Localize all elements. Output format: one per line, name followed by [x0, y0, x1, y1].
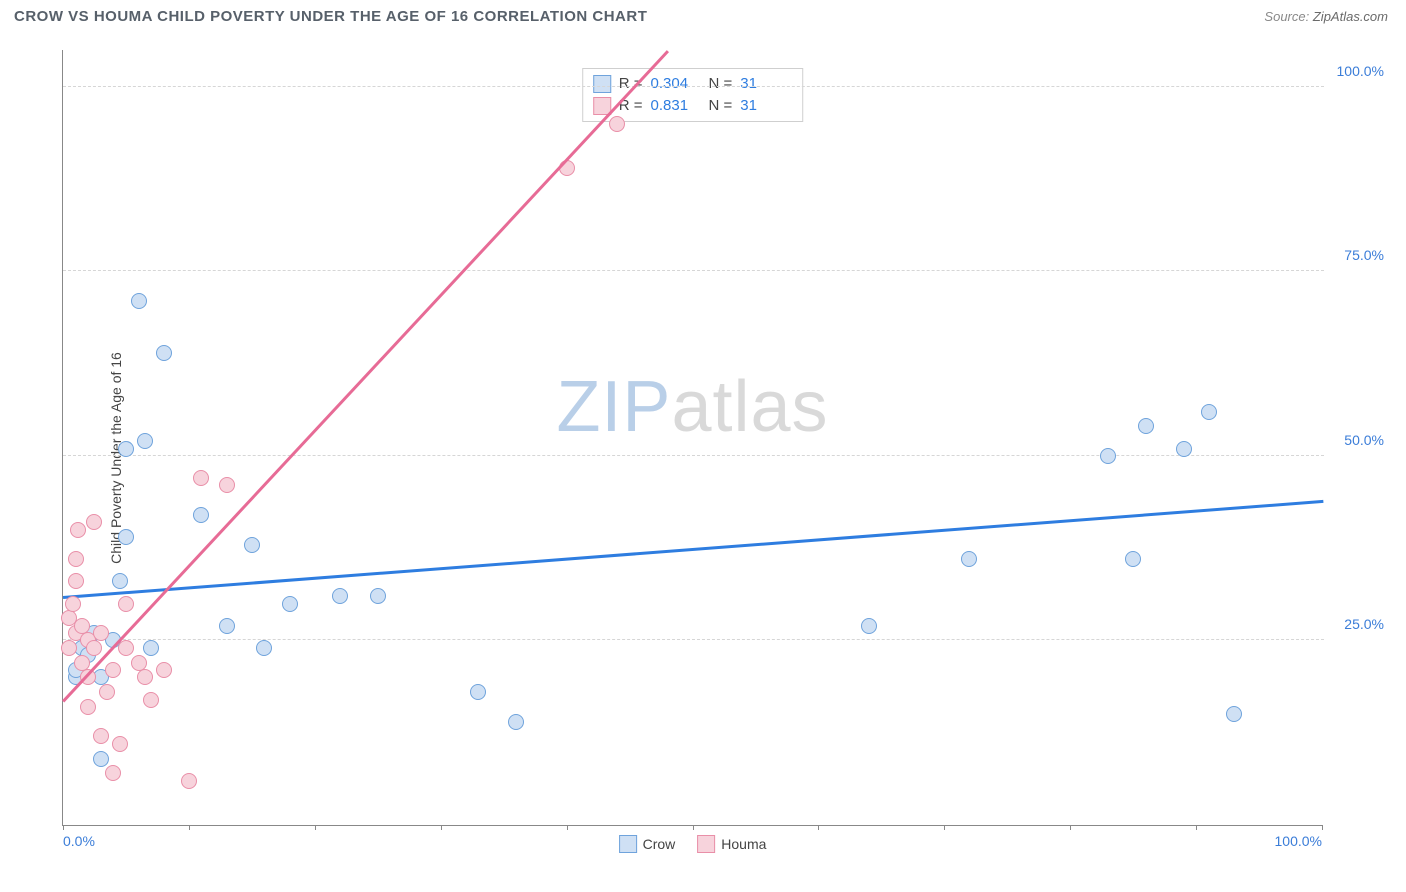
legend-swatch [593, 75, 611, 93]
data-point [105, 662, 121, 678]
data-point [68, 551, 84, 567]
watermark: ZIPatlas [556, 366, 828, 448]
source-label: Source: [1264, 9, 1309, 24]
data-point [861, 618, 877, 634]
data-point [508, 714, 524, 730]
x-tick [818, 825, 819, 830]
data-point [470, 684, 486, 700]
data-point [74, 618, 90, 634]
stat-n-value: 31 [740, 95, 790, 117]
data-point [256, 640, 272, 656]
y-tick-label: 25.0% [1344, 616, 1384, 632]
data-point [282, 596, 298, 612]
data-point [99, 684, 115, 700]
data-point [181, 773, 197, 789]
data-point [1125, 551, 1141, 567]
legend-label: Houma [721, 836, 766, 852]
gridline-h [63, 455, 1324, 456]
stat-n-label: N = [709, 73, 733, 95]
y-tick-label: 50.0% [1344, 432, 1384, 448]
data-point [219, 477, 235, 493]
data-point [86, 640, 102, 656]
data-point [131, 655, 147, 671]
legend-item: Crow [619, 835, 676, 853]
x-tick [189, 825, 190, 830]
data-point [70, 522, 86, 538]
stat-n-value: 31 [740, 73, 790, 95]
x-tick [693, 825, 694, 830]
data-point [93, 625, 109, 641]
series-legend: Crow Houma [619, 835, 767, 853]
data-point [74, 655, 90, 671]
data-point [370, 588, 386, 604]
data-point [219, 618, 235, 634]
x-tick [315, 825, 316, 830]
data-point [332, 588, 348, 604]
data-point [1201, 404, 1217, 420]
x-tick [63, 825, 64, 830]
data-point [112, 736, 128, 752]
data-point [118, 529, 134, 545]
data-point [1176, 441, 1192, 457]
chart-container: Child Poverty Under the Age of 16 ZIPatl… [14, 42, 1392, 874]
stat-r-value: 0.831 [651, 95, 701, 117]
data-point [244, 537, 260, 553]
data-point [118, 640, 134, 656]
data-point [112, 573, 128, 589]
data-point [193, 507, 209, 523]
data-point [118, 596, 134, 612]
data-point [961, 551, 977, 567]
correlation-legend: R =0.304N =31R =0.831N =31 [582, 68, 804, 122]
x-tick [1196, 825, 1197, 830]
regression-line [62, 50, 669, 702]
data-point [118, 441, 134, 457]
chart-header: CROW VS HOUMA CHILD POVERTY UNDER THE AG… [0, 0, 1406, 31]
watermark-part2: atlas [671, 367, 828, 447]
x-tick-label: 0.0% [63, 833, 95, 849]
legend-item: Houma [697, 835, 766, 853]
data-point [65, 596, 81, 612]
plot-area: ZIPatlas R =0.304N =31R =0.831N =31 Crow… [62, 50, 1322, 826]
data-point [93, 728, 109, 744]
stat-r-value: 0.304 [651, 73, 701, 95]
y-tick-label: 100.0% [1337, 63, 1384, 79]
data-point [1100, 448, 1116, 464]
legend-label: Crow [643, 836, 676, 852]
data-point [93, 751, 109, 767]
gridline-h [63, 270, 1324, 271]
x-tick [441, 825, 442, 830]
watermark-part1: ZIP [556, 367, 671, 447]
legend-swatch [619, 835, 637, 853]
stat-n-label: N = [709, 95, 733, 117]
data-point [137, 433, 153, 449]
legend-stat-row: R =0.304N =31 [593, 73, 791, 95]
source-attribution: Source: ZipAtlas.com [1264, 9, 1388, 24]
data-point [61, 640, 77, 656]
data-point [156, 662, 172, 678]
data-point [1226, 706, 1242, 722]
data-point [143, 640, 159, 656]
source-value: ZipAtlas.com [1313, 9, 1388, 24]
gridline-h [63, 86, 1324, 87]
x-tick [1070, 825, 1071, 830]
data-point [193, 470, 209, 486]
data-point [80, 699, 96, 715]
data-point [143, 692, 159, 708]
data-point [68, 573, 84, 589]
data-point [137, 669, 153, 685]
data-point [609, 116, 625, 132]
data-point [86, 514, 102, 530]
data-point [1138, 418, 1154, 434]
x-tick [944, 825, 945, 830]
legend-swatch [697, 835, 715, 853]
gridline-h [63, 639, 1324, 640]
y-tick-label: 75.0% [1344, 247, 1384, 263]
x-tick-label: 100.0% [1275, 833, 1322, 849]
chart-title: CROW VS HOUMA CHILD POVERTY UNDER THE AG… [14, 8, 647, 25]
x-tick [567, 825, 568, 830]
data-point [156, 345, 172, 361]
x-tick [1322, 825, 1323, 830]
data-point [105, 765, 121, 781]
data-point [131, 293, 147, 309]
